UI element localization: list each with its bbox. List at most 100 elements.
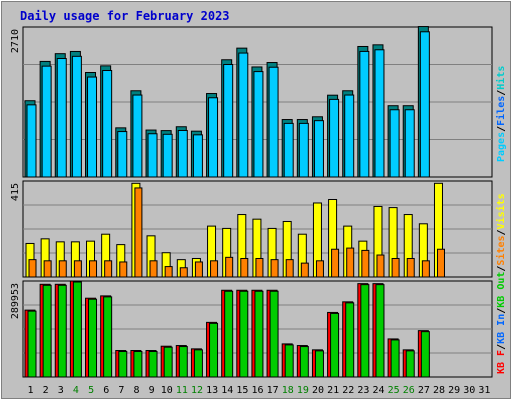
- sites-bar: [361, 249, 370, 278]
- legend-panel-2-3-part: Visits: [495, 193, 507, 229]
- sites-bar: [346, 247, 355, 278]
- x-tick-label: 12: [191, 385, 203, 396]
- pages-bar: [253, 71, 264, 178]
- x-tick-label: 20: [312, 385, 324, 396]
- sites-bar: [104, 260, 113, 278]
- kbout-bar: [103, 296, 113, 378]
- x-tick-label: 30: [463, 385, 475, 396]
- kbout-bar: [269, 290, 279, 378]
- kbout-bar: [57, 284, 67, 378]
- sites-bar: [391, 257, 400, 278]
- sites-bar: [300, 262, 309, 278]
- legend-panel-1-part: Hits: [495, 66, 507, 90]
- kbout-bar: [193, 349, 203, 378]
- kbout-bar: [148, 351, 158, 378]
- sites-bar: [28, 259, 37, 278]
- sites-bar: [270, 259, 279, 278]
- x-tick-label: 13: [206, 385, 218, 396]
- x-tick-label: 7: [118, 385, 124, 396]
- x-tick-label: 31: [478, 385, 490, 396]
- kbout-bar: [163, 346, 173, 378]
- sites-bar: [315, 260, 324, 278]
- kbout-bar: [330, 312, 340, 378]
- x-tick-label: 28: [433, 385, 445, 396]
- x-tick-label: 5: [88, 385, 94, 396]
- kbout-bar: [133, 351, 143, 378]
- sites-bar: [331, 248, 340, 278]
- kbout-bar: [88, 298, 98, 378]
- sites-bar: [43, 260, 52, 278]
- sites-bar: [58, 260, 67, 278]
- pages-bar: [344, 94, 355, 178]
- legend-panel-2-3-part: KB F: [496, 350, 507, 374]
- sites-bar: [149, 260, 158, 278]
- kbout-bar: [178, 346, 188, 378]
- pages-bar: [268, 66, 279, 178]
- kbout-bar: [360, 284, 370, 378]
- sites-bar: [421, 260, 430, 278]
- pages-bar: [56, 58, 67, 178]
- pages-bar: [102, 70, 113, 178]
- pages-bar: [177, 129, 188, 178]
- kbout-bar: [254, 290, 264, 378]
- pages-bar: [359, 50, 370, 178]
- x-tick-label: 6: [103, 385, 109, 396]
- sites-bar: [406, 257, 415, 278]
- pages-bar: [162, 133, 173, 178]
- x-tick-label: 23: [357, 385, 369, 396]
- legend-panel-2-3-part: /: [496, 266, 507, 272]
- x-tick-label: 24: [373, 385, 385, 396]
- x-tick-label: 21: [327, 385, 339, 396]
- panel-3-ymax-label: 289953: [10, 283, 21, 319]
- x-tick-label: 2: [43, 385, 49, 396]
- sites-bar: [89, 260, 98, 278]
- legend-panel-2-3: KB F/KB In/KB Out/Sites/Visits: [495, 193, 507, 374]
- kbout-bar: [390, 339, 400, 378]
- pages-bar: [238, 52, 249, 178]
- x-tick-label: 25: [388, 385, 400, 396]
- x-tick-label: 15: [236, 385, 248, 396]
- x-tick-label: 1: [28, 385, 34, 396]
- x-tick-label: 11: [176, 385, 188, 396]
- x-tick-label: 26: [403, 385, 415, 396]
- kbout-bar: [239, 290, 249, 378]
- kbout-bar: [72, 281, 82, 378]
- x-tick-label: 29: [448, 385, 460, 396]
- legend-panel-1-part: /: [496, 90, 507, 96]
- sites-bar: [119, 261, 128, 278]
- legend-panel-1-part: Pages: [496, 132, 507, 162]
- kbout-bar: [224, 290, 234, 378]
- x-tick-label: 19: [297, 385, 309, 396]
- kbout-bar: [314, 350, 324, 378]
- sites-bar: [73, 260, 82, 278]
- x-tick-label: 9: [149, 385, 155, 396]
- kbout-bar: [118, 351, 128, 378]
- sites-bar: [225, 256, 234, 278]
- x-tick-label: 18: [282, 385, 294, 396]
- x-tick-label: 27: [418, 385, 430, 396]
- legend-panel-2-3-part: KB Out: [496, 272, 507, 308]
- pages-bar: [419, 31, 430, 178]
- sites-bar: [134, 187, 143, 278]
- legend-panel-1-part: Files: [495, 96, 507, 126]
- pages-bar: [283, 122, 294, 178]
- x-tick-label: 22: [342, 385, 354, 396]
- panel-2-ymax-label: 415: [10, 183, 21, 201]
- pages-bar: [404, 109, 415, 178]
- pages-bar: [192, 134, 203, 178]
- legend-panel-1: Pages/Files/Hits: [495, 66, 507, 162]
- kbout-bar: [209, 322, 219, 378]
- pages-bar: [208, 97, 219, 178]
- kbout-bar: [284, 344, 294, 378]
- kbout-bar: [375, 284, 385, 378]
- sites-bar: [179, 267, 188, 278]
- sites-bar: [436, 248, 445, 278]
- x-tick-label: 8: [133, 385, 139, 396]
- x-tick-label: 16: [251, 385, 263, 396]
- x-tick-label: 10: [161, 385, 173, 396]
- pages-bar: [313, 120, 324, 178]
- x-tick-label: 3: [58, 385, 64, 396]
- pages-bar: [41, 65, 52, 178]
